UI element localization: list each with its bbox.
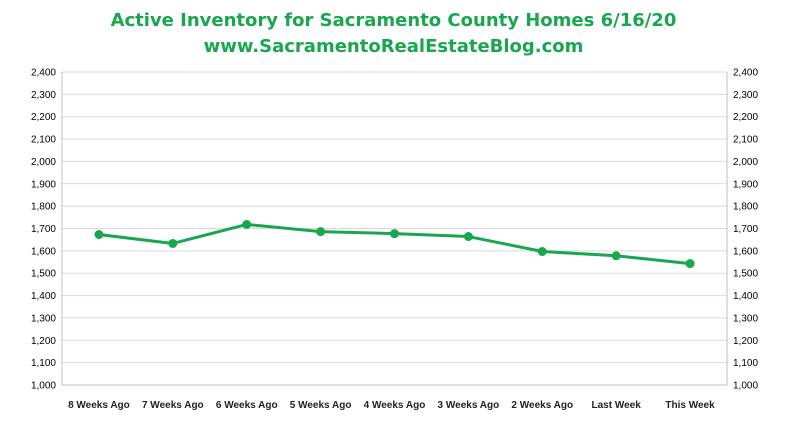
data-point [168, 238, 178, 248]
y2-tick-label: 1,000 [733, 381, 758, 392]
y2-tick-label: 1,900 [733, 179, 758, 190]
data-point [390, 229, 399, 239]
data-point [463, 232, 473, 242]
x-tick-label: This Week [665, 400, 715, 411]
y-tick-label: 1,400 [31, 291, 56, 302]
y-tick-label: 1,000 [31, 381, 56, 392]
chart-title: Active Inventory for Sacramento County H… [110, 10, 677, 31]
y-tick-label: 1,100 [31, 358, 56, 369]
y-tick-label: 2,300 [31, 90, 56, 101]
x-tick-label: 3 Weeks Ago [438, 400, 500, 411]
y2-tick-label: 1,200 [733, 336, 758, 347]
y-tick-label: 2,100 [31, 135, 56, 146]
data-point [611, 251, 621, 261]
x-tick-label: 5 Weeks Ago [290, 400, 352, 411]
y-tick-label: 1,600 [31, 246, 56, 257]
x-tick-label: Last Week [592, 400, 642, 411]
y2-tick-label: 2,300 [733, 90, 758, 101]
y2-tick-label: 1,500 [733, 269, 758, 280]
y2-tick-label: 1,800 [733, 202, 758, 213]
chart-subtitle: www.SacramentoRealEstateBlog.com [203, 36, 584, 57]
y-tick-label: 1,900 [31, 179, 56, 190]
chart-title-block: Active Inventory for Sacramento County H… [0, 8, 787, 60]
data-point [242, 219, 252, 229]
y2-tick-label: 1,300 [733, 313, 758, 324]
x-tick-label: 6 Weeks Ago [216, 400, 278, 411]
y-tick-label: 1,500 [31, 269, 56, 280]
y2-tick-label: 2,000 [733, 157, 758, 168]
y2-tick-label: 1,600 [733, 246, 758, 257]
y-tick-label: 1,700 [31, 224, 56, 235]
y-tick-label: 1,200 [31, 336, 56, 347]
y-tick-label: 2,000 [31, 157, 56, 168]
x-tick-label: 7 Weeks Ago [142, 400, 204, 411]
y-tick-label: 1,800 [31, 202, 56, 213]
y2-tick-label: 1,100 [733, 358, 758, 369]
x-tick-label: 4 Weeks Ago [364, 400, 426, 411]
y-tick-label: 2,400 [31, 68, 56, 79]
data-point [94, 230, 104, 240]
y2-tick-label: 2,400 [733, 68, 758, 79]
y-tick-label: 1,300 [31, 313, 56, 324]
y2-tick-label: 1,700 [733, 224, 758, 235]
data-point [537, 247, 547, 257]
y2-tick-label: 2,200 [733, 112, 758, 123]
x-tick-label: 8 Weeks Ago [68, 400, 130, 411]
y2-tick-label: 2,100 [733, 135, 758, 146]
data-point [685, 259, 695, 269]
y-tick-label: 2,200 [31, 112, 56, 123]
y2-tick-label: 1,400 [733, 291, 758, 302]
x-tick-label: 2 Weeks Ago [511, 400, 573, 411]
data-point [316, 227, 326, 237]
